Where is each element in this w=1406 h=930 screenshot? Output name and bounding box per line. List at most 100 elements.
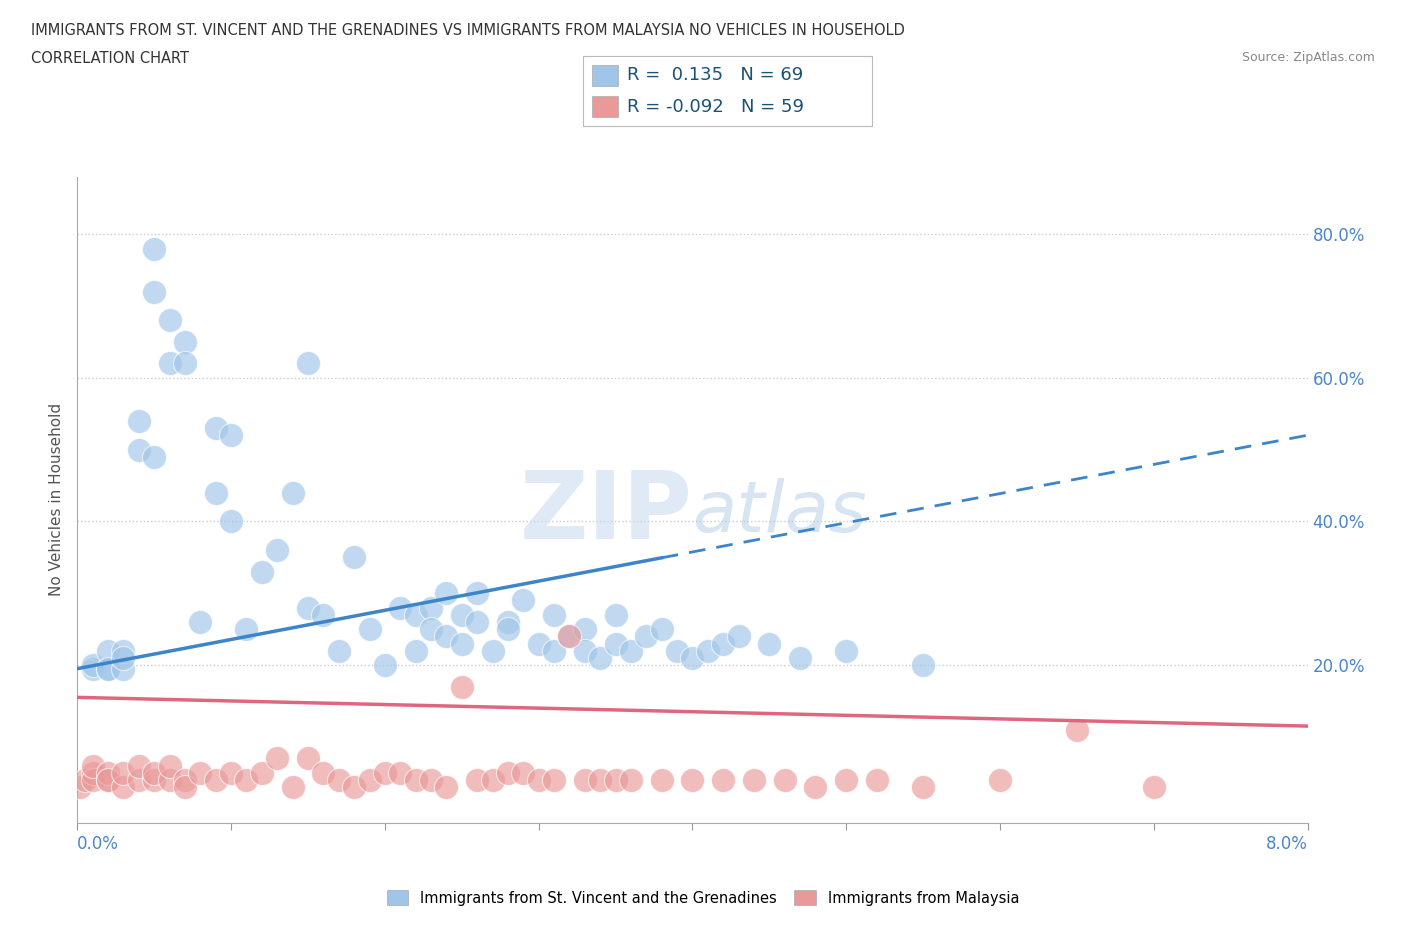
Text: IMMIGRANTS FROM ST. VINCENT AND THE GRENADINES VS IMMIGRANTS FROM MALAYSIA NO VE: IMMIGRANTS FROM ST. VINCENT AND THE GREN… (31, 23, 905, 38)
Point (574, 644, 596, 658)
Point (543, 607, 565, 622)
Point (1143, 779, 1166, 794)
Point (235, 622, 257, 637)
Point (682, 650, 704, 665)
Point (742, 773, 765, 788)
Point (589, 650, 612, 665)
Point (789, 650, 811, 665)
Point (527, 636, 550, 651)
Point (481, 773, 503, 788)
Point (496, 622, 519, 637)
Point (558, 629, 581, 644)
Point (988, 773, 1011, 788)
Point (636, 629, 658, 644)
Point (651, 622, 673, 637)
Point (835, 644, 858, 658)
Point (174, 779, 197, 794)
Point (589, 773, 612, 788)
Point (73, 773, 96, 788)
Point (405, 644, 427, 658)
Point (835, 773, 858, 788)
Point (112, 779, 135, 794)
Point (512, 765, 534, 780)
Point (436, 586, 458, 601)
Point (405, 773, 427, 788)
Point (219, 765, 242, 780)
Point (128, 442, 150, 457)
Point (682, 773, 704, 788)
Point (620, 773, 643, 788)
Point (465, 586, 488, 601)
Point (512, 593, 534, 608)
Point (574, 622, 596, 637)
Point (343, 779, 366, 794)
Point (97, 765, 120, 780)
Point (219, 514, 242, 529)
Point (128, 773, 150, 788)
Point (143, 765, 166, 780)
Text: CORRELATION CHART: CORRELATION CHART (31, 51, 188, 66)
Point (543, 773, 565, 788)
Point (527, 773, 550, 788)
Point (250, 765, 273, 780)
Point (912, 658, 935, 672)
Point (465, 773, 488, 788)
Point (82, 661, 104, 676)
Point (143, 773, 166, 788)
Text: Source: ZipAtlas.com: Source: ZipAtlas.com (1241, 51, 1375, 64)
Point (866, 773, 889, 788)
Point (190, 765, 212, 780)
Point (250, 565, 273, 579)
Point (97, 773, 120, 788)
Point (159, 312, 181, 327)
Point (97, 661, 120, 676)
Point (758, 636, 780, 651)
Point (605, 773, 627, 788)
Point (343, 550, 366, 565)
Point (97, 644, 120, 658)
Point (112, 644, 135, 658)
Point (405, 607, 427, 622)
Point (235, 773, 257, 788)
Point (696, 644, 718, 658)
Text: 0.0%: 0.0% (77, 835, 120, 853)
Point (128, 414, 150, 429)
Point (651, 773, 673, 788)
Point (711, 636, 734, 651)
Point (128, 758, 150, 773)
Point (174, 356, 197, 371)
Point (112, 650, 135, 665)
Point (281, 779, 304, 794)
Text: 8.0%: 8.0% (1265, 835, 1308, 853)
Text: R =  0.135   N = 69: R = 0.135 N = 69 (627, 66, 803, 85)
Point (174, 335, 197, 350)
Point (912, 779, 935, 794)
Point (420, 600, 443, 615)
Point (450, 636, 472, 651)
Point (711, 773, 734, 788)
Point (159, 773, 181, 788)
Point (574, 773, 596, 788)
Point (266, 543, 288, 558)
Point (420, 773, 443, 788)
Point (436, 629, 458, 644)
Point (143, 241, 166, 256)
Point (1066, 723, 1088, 737)
Point (558, 629, 581, 644)
Point (620, 644, 643, 658)
Point (481, 644, 503, 658)
Point (450, 679, 472, 694)
Point (465, 615, 488, 630)
Text: ZIP: ZIP (520, 467, 693, 559)
FancyBboxPatch shape (583, 56, 872, 126)
Point (297, 600, 319, 615)
Point (328, 773, 350, 788)
Point (204, 773, 226, 788)
Y-axis label: No Vehicles in Household: No Vehicles in Household (49, 404, 65, 596)
Point (143, 449, 166, 464)
Point (219, 428, 242, 443)
Point (496, 615, 519, 630)
Point (82, 658, 104, 672)
Point (112, 661, 135, 676)
Point (297, 356, 319, 371)
